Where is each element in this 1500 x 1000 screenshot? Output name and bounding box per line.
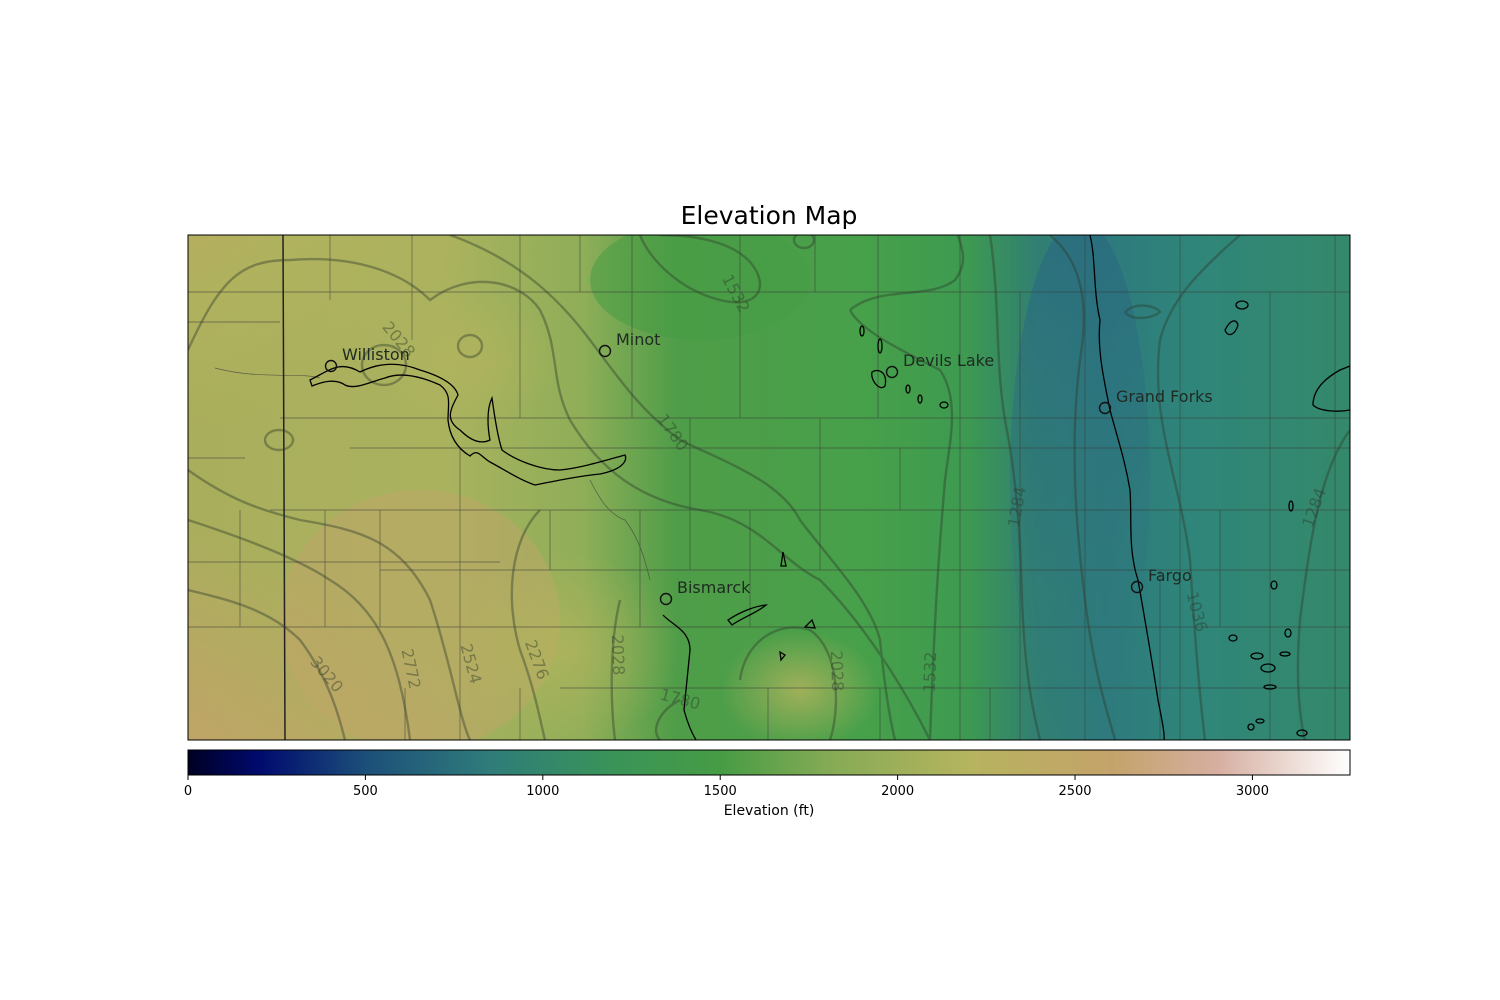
colorbar-tick-label: 3000: [1236, 784, 1269, 799]
city-label: Williston: [342, 345, 410, 364]
city-marker: [1130, 580, 1144, 594]
colorbar-label: Elevation (ft): [723, 803, 815, 819]
contour-label: 2028: [827, 650, 847, 691]
colorbar-ticks: 0 500 1000 1500 2000 2500 3000: [184, 775, 1269, 799]
colorbar-tick-label: 1500: [704, 784, 737, 799]
city-marker: [324, 359, 338, 373]
county-boundaries: [188, 235, 1350, 740]
contour-label: 2028: [608, 634, 628, 675]
map-title: Elevation Map: [680, 201, 858, 230]
colorbar-tick-label: 0: [184, 784, 192, 799]
contour-lines: [188, 235, 1350, 740]
colorbar-tick-label: 2500: [1058, 784, 1091, 799]
city-label: Grand Forks: [1116, 387, 1213, 406]
city-markers: Williston Minot Devils Lake Grand Forks Bism…: [324, 330, 1213, 606]
colorbar: [187, 749, 1351, 776]
city-marker: [598, 344, 612, 358]
city-label: Minot: [616, 330, 660, 349]
rivers-and-lakes: [309, 235, 1350, 740]
city-marker: [1098, 401, 1112, 415]
city-marker: [885, 365, 899, 379]
colorbar-tick-label: 500: [353, 784, 378, 799]
state-border: [282, 234, 286, 741]
city-label: Fargo: [1148, 566, 1192, 585]
city-label: Bismarck: [677, 578, 751, 597]
city-label: Devils Lake: [903, 351, 994, 370]
colorbar-tick-label: 2000: [881, 784, 914, 799]
map-frame: [187, 234, 1351, 741]
city-marker: [659, 592, 673, 606]
elevation-raster: [188, 235, 1350, 740]
contour-label: 1532: [920, 651, 940, 692]
colorbar-tick-label: 1000: [526, 784, 559, 799]
